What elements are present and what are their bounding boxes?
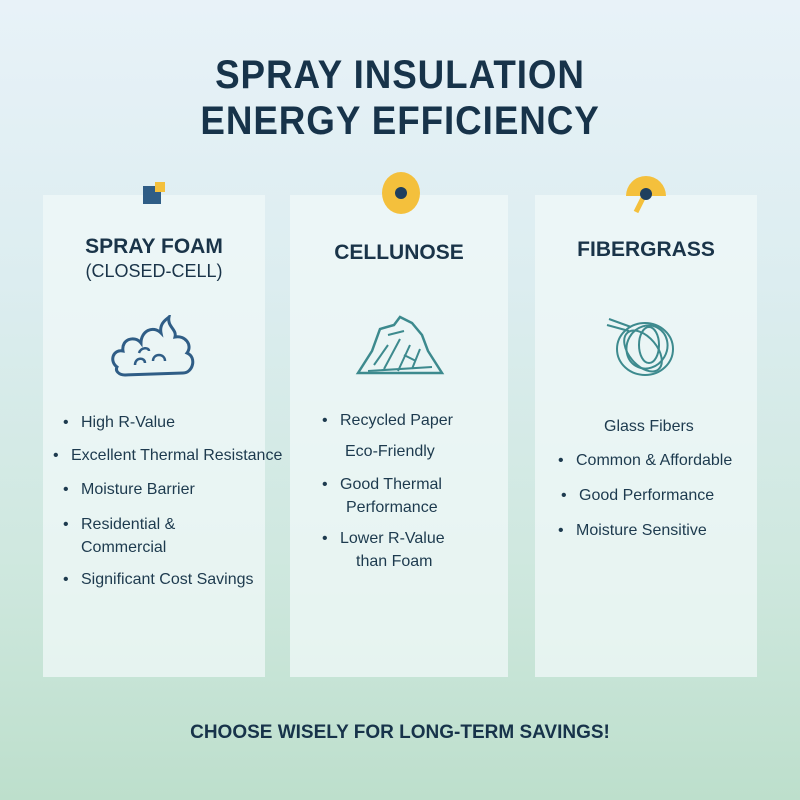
card-fiberglass: FIBERGRASS Glass Fibers • Common & Afford… xyxy=(535,195,757,677)
card-spray-foam: SPRAY FOAM (CLOSED-CELL) • High R-Value •… xyxy=(43,195,282,677)
list-item: • Residential & Commercial xyxy=(63,516,176,556)
list-item: • Excellent Thermal Resistance xyxy=(53,447,283,464)
card-title: CELLUNOSE xyxy=(334,241,464,264)
square-badge-icon xyxy=(143,182,165,204)
footer-tagline: CHOOSE WISELY FOR LONG-TERM SAVINGS! xyxy=(190,722,610,743)
list-item: • High R-Value xyxy=(63,414,175,431)
list-item: • Lower R-Value than Foam xyxy=(322,530,445,570)
cellulose-pile-icon xyxy=(355,315,445,375)
title-line-2: ENERGY EFFICIENCY xyxy=(200,99,600,143)
list-item: Eco-Friendly xyxy=(345,443,435,460)
circle-badge-icon xyxy=(382,172,420,214)
list-item: • Moisture Barrier xyxy=(63,481,195,498)
list-item: • Common & Affordable xyxy=(558,452,733,469)
gauge-badge-icon xyxy=(626,176,666,214)
foam-cloud-icon xyxy=(111,315,195,377)
card-subtitle: (CLOSED-CELL) xyxy=(85,261,223,281)
card-title: SPRAY FOAM xyxy=(85,235,223,258)
list-item: • Good Performance xyxy=(561,487,715,504)
list-item: • Good Thermal Performance xyxy=(322,476,442,516)
title-line-1: SPRAY INSULATION xyxy=(215,53,585,97)
list-item: • Recycled Paper xyxy=(322,412,453,429)
card-title: FIBERGRASS xyxy=(577,238,715,261)
list-item: Glass Fibers xyxy=(604,418,694,435)
fiber-tangle-icon xyxy=(606,318,674,376)
card-cellulose: CELLUNOSE • Recycled Paper Eco-Friendly •… xyxy=(290,195,508,677)
list-item: • Significant Cost Savings xyxy=(63,571,254,588)
list-item: • Moisture Sensitive xyxy=(558,522,707,539)
